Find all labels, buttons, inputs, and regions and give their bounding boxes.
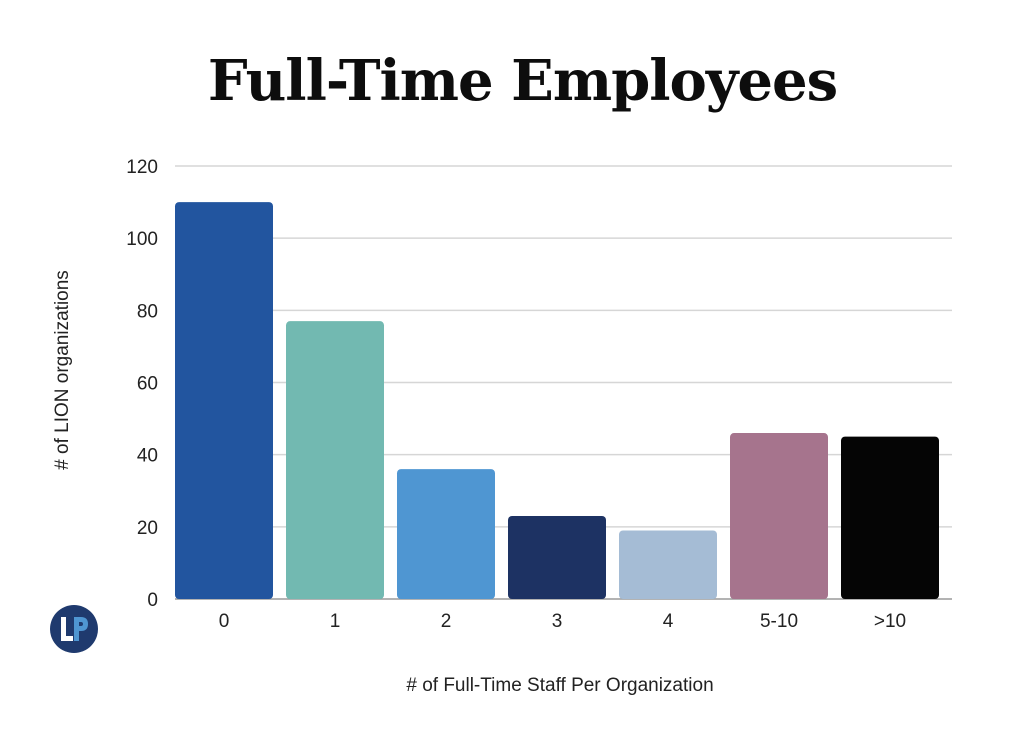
bar-2 — [397, 469, 495, 599]
y-tick-label: 60 — [137, 374, 158, 395]
bar->10 — [841, 436, 939, 599]
bar-5-10 — [730, 433, 828, 599]
y-tick-label: 80 — [137, 301, 158, 322]
y-axis-ticks: 0 20 40 60 80 100 120 — [126, 157, 158, 611]
x-tick-label: 1 — [330, 611, 341, 632]
x-tick-label: >10 — [874, 611, 906, 632]
bar-3 — [508, 516, 606, 599]
bar-0 — [175, 202, 273, 600]
x-tick-label: 0 — [219, 611, 230, 632]
y-axis-label: # of LION organizations — [52, 270, 73, 470]
bar-4 — [619, 530, 717, 599]
bars — [175, 202, 939, 600]
x-axis-label: # of Full-Time Staff Per Organization — [406, 675, 713, 696]
x-tick-label: 2 — [441, 611, 452, 632]
y-tick-label: 100 — [126, 229, 158, 250]
chart-title: Full-Time Employees — [207, 48, 838, 114]
y-tick-label: 40 — [137, 446, 158, 467]
lion-publishers-logo — [50, 605, 98, 653]
y-tick-label: 0 — [147, 590, 158, 611]
x-tick-label: 4 — [663, 611, 674, 632]
y-tick-label: 120 — [126, 157, 158, 178]
x-axis-ticks: 0 1 2 3 4 5-10 >10 — [219, 611, 906, 632]
bar-1 — [286, 321, 384, 599]
lp-logo-icon — [61, 617, 88, 641]
x-tick-label: 3 — [552, 611, 563, 632]
x-tick-label: 5-10 — [760, 611, 798, 632]
y-tick-label: 20 — [137, 518, 158, 539]
